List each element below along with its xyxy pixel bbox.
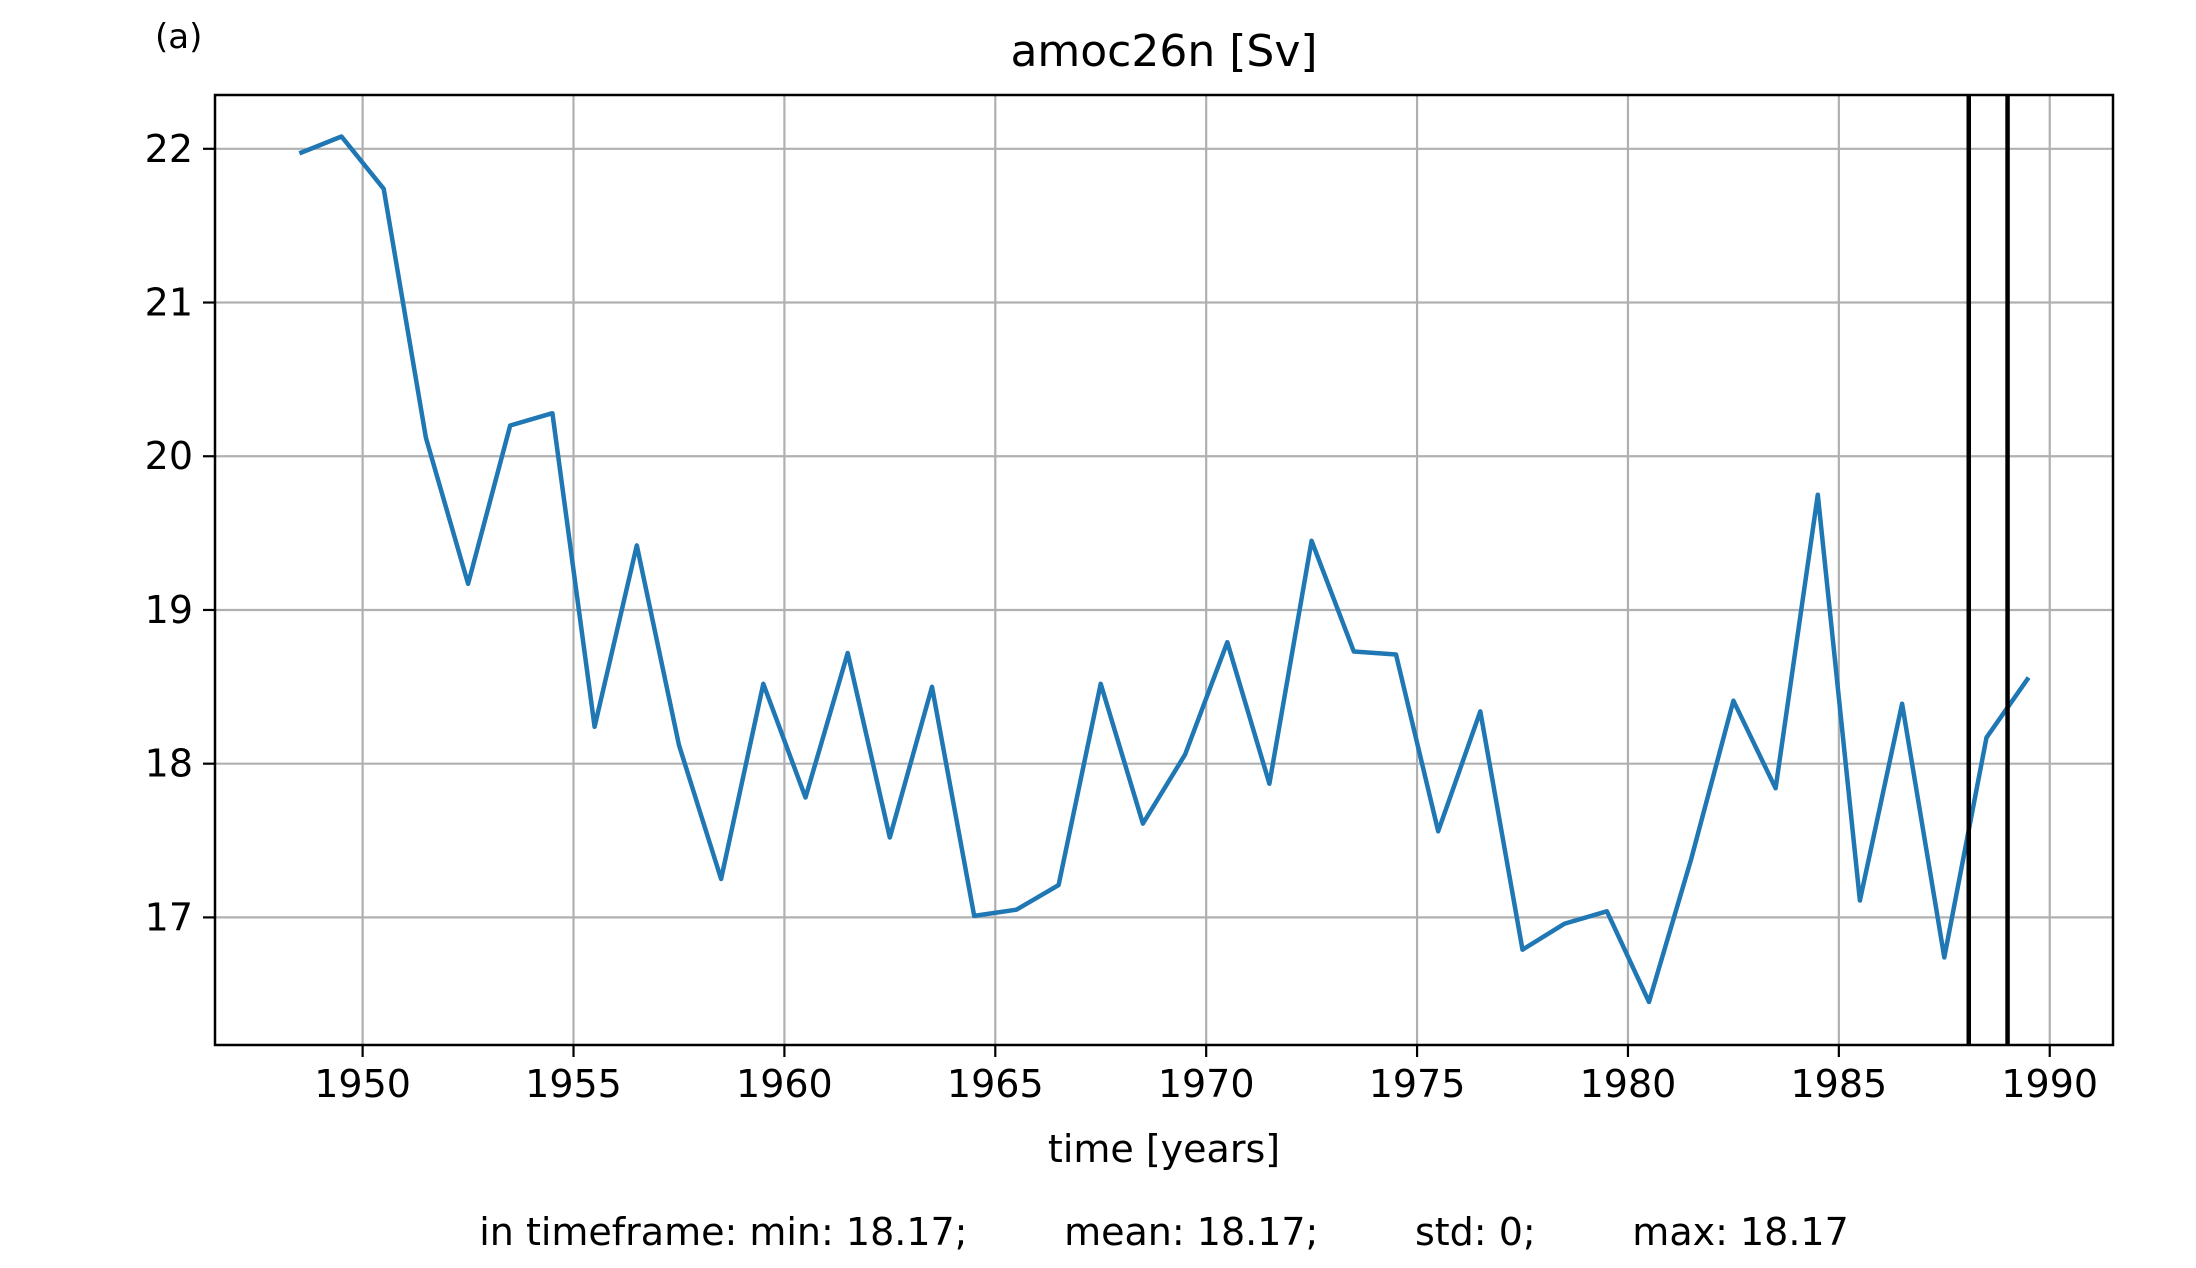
x-axis-label: time [years] <box>1048 1127 1280 1171</box>
plot-frame <box>213 93 2115 1047</box>
y-tick-label: 18 <box>145 742 193 786</box>
x-tick-label: 1960 <box>736 1062 833 1106</box>
x-tick-label: 1950 <box>314 1062 411 1106</box>
stats-summary: in timeframe: min: 18.17; mean: 18.17; s… <box>479 1210 1849 1254</box>
grid-layer <box>215 95 2113 1045</box>
series-line <box>298 134 2031 1005</box>
x-tick-label: 1965 <box>947 1062 1044 1106</box>
x-tick-label: 1975 <box>1369 1062 1466 1106</box>
x-tick-label: 1990 <box>2001 1062 2098 1106</box>
series-layer <box>298 134 2031 1005</box>
panel-label: (a) <box>155 17 202 57</box>
chart-title: amoc26n [Sv] <box>1010 26 1317 77</box>
y-tick-label: 21 <box>145 281 193 325</box>
x-tick-label: 1970 <box>1158 1062 1255 1106</box>
y-tick-label: 22 <box>145 127 193 171</box>
y-tick-label: 17 <box>145 895 193 939</box>
x-tick-label: 1955 <box>525 1062 622 1106</box>
y-tick-label: 19 <box>145 588 193 632</box>
y-tick-label: 20 <box>145 434 193 478</box>
x-tick-label: 1985 <box>1790 1062 1887 1106</box>
x-tick-label: 1980 <box>1580 1062 1677 1106</box>
tick-layer: 1950 1955 1960 1965 1970 1975 1980 1985 1990 17 18… <box>145 127 2098 1106</box>
vertical-marker-layer <box>1966 95 2010 1045</box>
